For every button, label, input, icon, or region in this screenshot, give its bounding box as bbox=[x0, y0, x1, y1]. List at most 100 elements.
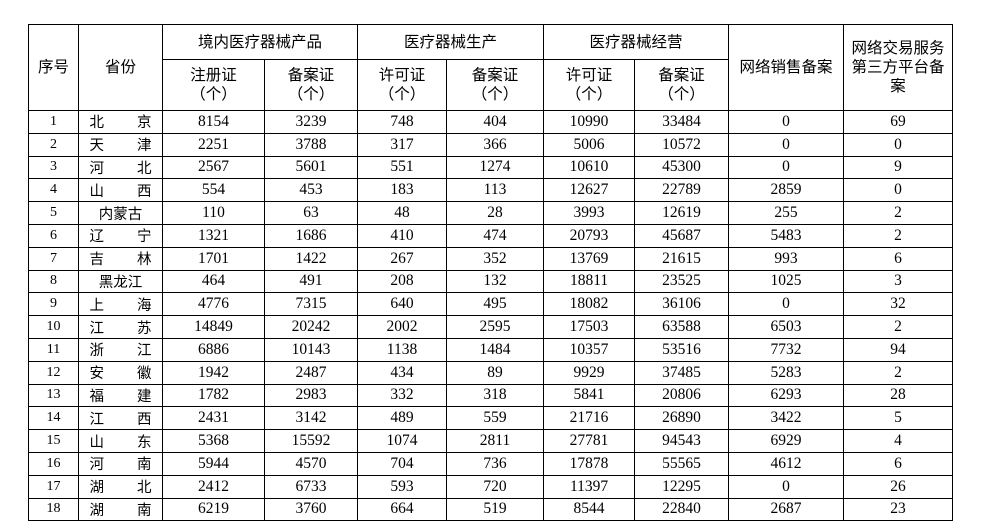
cell-operation-filing: 10572 bbox=[634, 132, 730, 157]
subheader-registration-certificate: 注册证 （个） bbox=[162, 59, 265, 111]
cell-manufacture-license: 410 bbox=[357, 223, 448, 248]
cell-third-party-platform-record: 0 bbox=[843, 132, 954, 157]
cell-registration-certificate: 2412 bbox=[162, 474, 265, 499]
table-row: 8 黑龙江 464 491 208 132 18811 23525 1025 3 bbox=[28, 269, 954, 294]
subheader-manufacture-license: 许可证 （个） bbox=[357, 59, 448, 111]
cell-operation-filing: 22789 bbox=[634, 178, 730, 203]
cell-operation-license: 8544 bbox=[543, 497, 636, 522]
cell-index: 14 bbox=[28, 406, 79, 431]
cell-filing-certificate: 3760 bbox=[263, 497, 359, 522]
cell-manufacture-filing: 1274 bbox=[446, 155, 545, 180]
cell-manufacture-license: 551 bbox=[357, 155, 448, 180]
cell-registration-certificate: 1321 bbox=[162, 223, 265, 248]
cell-third-party-platform-record: 2 bbox=[843, 223, 954, 248]
cell-registration-certificate: 1782 bbox=[162, 383, 265, 408]
cell-filing-certificate: 20242 bbox=[263, 315, 359, 339]
cell-filing-certificate: 7315 bbox=[263, 292, 359, 317]
cell-index: 11 bbox=[28, 337, 79, 362]
cell-province: 内蒙古 bbox=[78, 201, 163, 225]
cell-registration-certificate: 2431 bbox=[162, 406, 265, 431]
table-row: 3 河北 2567 5601 551 1274 10610 45300 0 9 bbox=[28, 155, 954, 180]
column-header-online-sales-record: 网络销售备案 bbox=[728, 24, 845, 111]
cell-operation-filing: 36106 bbox=[634, 292, 730, 317]
cell-province: 河北 bbox=[78, 155, 163, 180]
cell-manufacture-license: 489 bbox=[357, 406, 448, 431]
cell-manufacture-filing: 495 bbox=[446, 292, 545, 317]
cell-registration-certificate: 2251 bbox=[162, 132, 265, 157]
cell-registration-certificate: 5944 bbox=[162, 451, 265, 476]
cell-province: 天津 bbox=[78, 132, 163, 157]
cell-manufacture-filing: 352 bbox=[446, 246, 545, 271]
cell-province: 北京 bbox=[78, 110, 163, 134]
cell-index: 3 bbox=[28, 155, 79, 180]
province-name: 辽宁 bbox=[89, 229, 152, 246]
cell-operation-license: 20793 bbox=[543, 223, 636, 248]
cell-online-sales-record: 5483 bbox=[728, 223, 845, 248]
table-body: 1 北京 8154 3239 748 404 10990 33484 0 69 2 天津 2251 378… bbox=[28, 110, 954, 522]
cell-filing-certificate: 3788 bbox=[263, 132, 359, 157]
province-name: 河北 bbox=[89, 160, 152, 177]
cell-index: 7 bbox=[28, 246, 79, 271]
cell-filing-certificate: 491 bbox=[263, 269, 359, 294]
subheader-operation-license: 许可证 （个） bbox=[543, 59, 636, 111]
table-row: 12 安徽 1942 2487 434 89 9929 37485 5283 2 bbox=[28, 360, 954, 385]
table-header: 序号 省份 境内医疗器械产品 医疗器械生产 医疗器械经营 网络销售备案 网络交易… bbox=[28, 24, 954, 111]
header-row-sub: 注册证 （个） 备案证 （个） 许可证 （个） 备案证 （个） 许可证 （个 bbox=[29, 59, 953, 111]
cell-province: 湖北 bbox=[78, 474, 163, 499]
table-row: 11 浙江 6886 10143 1138 1484 10357 53516 7732 94 bbox=[28, 337, 954, 362]
cell-province: 上海 bbox=[78, 292, 163, 317]
cell-manufacture-license: 704 bbox=[357, 451, 448, 476]
cell-operation-filing: 12295 bbox=[634, 474, 730, 499]
cell-registration-certificate: 1701 bbox=[162, 246, 265, 271]
cell-manufacture-filing: 113 bbox=[446, 178, 545, 203]
subheader-line1: 许可证 bbox=[378, 66, 426, 85]
cell-operation-filing: 22840 bbox=[634, 497, 730, 522]
cell-operation-filing: 45300 bbox=[634, 155, 730, 180]
cell-filing-certificate: 3239 bbox=[263, 110, 359, 134]
cell-online-sales-record: 6929 bbox=[728, 429, 845, 453]
cell-online-sales-record: 6293 bbox=[728, 383, 845, 408]
cell-online-sales-record: 993 bbox=[728, 246, 845, 271]
cell-filing-certificate: 4570 bbox=[263, 451, 359, 476]
cell-index: 6 bbox=[28, 223, 79, 248]
cell-province: 江苏 bbox=[78, 315, 163, 339]
header-row-group: 序号 省份 境内医疗器械产品 医疗器械生产 医疗器械经营 网络销售备案 网络交易… bbox=[28, 24, 954, 111]
cell-third-party-platform-record: 94 bbox=[843, 337, 954, 362]
cell-filing-certificate: 10143 bbox=[263, 337, 359, 362]
column-header-index: 序号 bbox=[28, 24, 79, 111]
cell-operation-filing: 53516 bbox=[634, 337, 730, 362]
platform-header-text: 网络交易服务第三方平台备案 bbox=[851, 38, 945, 96]
cell-operation-filing: 33484 bbox=[634, 110, 730, 134]
cell-operation-license: 13769 bbox=[543, 246, 636, 271]
cell-online-sales-record: 0 bbox=[728, 292, 845, 317]
cell-online-sales-record: 0 bbox=[728, 155, 845, 180]
cell-province: 山东 bbox=[78, 429, 163, 453]
subheader-unit: （个） bbox=[287, 85, 335, 103]
cell-manufacture-filing: 366 bbox=[446, 132, 545, 157]
cell-index: 13 bbox=[28, 383, 79, 408]
cell-manufacture-filing: 736 bbox=[446, 451, 545, 476]
cell-operation-filing: 94543 bbox=[634, 429, 730, 453]
cell-operation-license: 10610 bbox=[543, 155, 636, 180]
table-row: 1 北京 8154 3239 748 404 10990 33484 0 69 bbox=[28, 110, 954, 134]
column-group-domestic-products: 境内医疗器械产品 bbox=[161, 24, 359, 60]
table-row: 5 内蒙古 110 63 48 28 3993 12619 255 2 bbox=[28, 201, 954, 225]
cell-manufacture-license: 1074 bbox=[357, 429, 448, 453]
table-row: 2 天津 2251 3788 317 366 5006 10572 0 0 bbox=[28, 132, 954, 157]
cell-operation-license: 5006 bbox=[543, 132, 636, 157]
cell-operation-license: 10357 bbox=[543, 337, 636, 362]
medical-device-statistics-table: 序号 省份 境内医疗器械产品 医疗器械生产 医疗器械经营 网络销售备案 网络交易… bbox=[28, 24, 954, 522]
cell-third-party-platform-record: 2 bbox=[843, 315, 954, 339]
province-name: 河南 bbox=[89, 457, 152, 474]
cell-online-sales-record: 3422 bbox=[728, 406, 845, 431]
province-name: 吉林 bbox=[89, 252, 152, 269]
cell-third-party-platform-record: 5 bbox=[843, 406, 954, 431]
cell-manufacture-filing: 559 bbox=[446, 406, 545, 431]
province-name: 天津 bbox=[89, 138, 152, 155]
subheader-line1: 备案证 bbox=[287, 66, 335, 85]
cell-operation-license: 5841 bbox=[543, 383, 636, 408]
cell-third-party-platform-record: 32 bbox=[843, 292, 954, 317]
cell-registration-certificate: 2567 bbox=[162, 155, 265, 180]
cell-registration-certificate: 6886 bbox=[162, 337, 265, 362]
cell-index: 12 bbox=[28, 360, 79, 385]
